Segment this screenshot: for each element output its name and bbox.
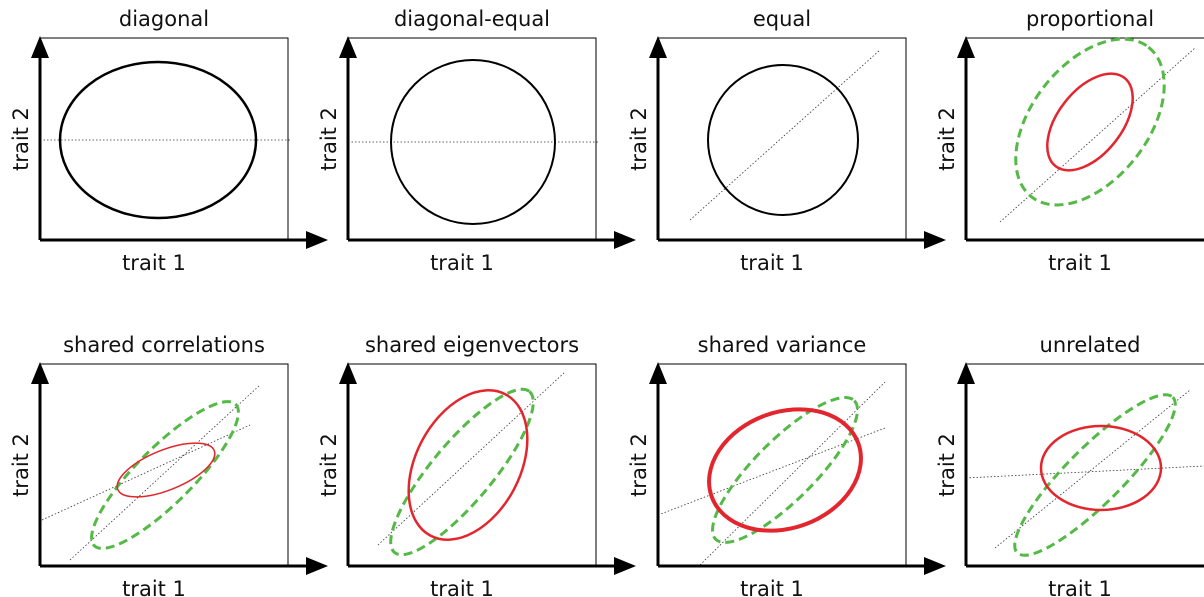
y-arrowhead: [649, 362, 667, 384]
x-arrowhead: [306, 557, 328, 575]
y-axis-label: trait 2: [627, 107, 651, 171]
y-axis-label: trait 2: [935, 107, 959, 171]
dotted-line: [699, 381, 886, 566]
x-arrowhead: [614, 557, 636, 575]
ellipse: [390, 59, 556, 225]
panel: shared eigenvectors trait 1 trait 2: [317, 333, 636, 597]
panel-title: shared variance: [698, 333, 867, 357]
x-axis-label: trait 1: [430, 251, 494, 275]
y-axis-label: trait 2: [935, 433, 959, 497]
panel-title: shared eigenvectors: [365, 333, 579, 357]
y-axis-label: trait 2: [317, 433, 341, 497]
dotted-line: [69, 384, 261, 561]
x-axis-label: trait 1: [1048, 577, 1112, 597]
x-axis-label: trait 1: [122, 251, 186, 275]
y-arrowhead: [31, 362, 49, 384]
dashed-ellipse: [1014, 37, 1166, 207]
frame: [348, 37, 597, 240]
ellipse: [707, 407, 863, 533]
dashed-ellipse: [389, 387, 535, 557]
frame: [40, 37, 289, 240]
panel-title: unrelated: [1040, 333, 1141, 357]
y-axis-label: trait 2: [9, 107, 33, 171]
panel-title: diagonal-equal: [394, 7, 550, 31]
dashed-ellipse: [90, 400, 240, 550]
x-axis-label: trait 1: [740, 251, 804, 275]
frame: [348, 363, 597, 566]
panel: unrelated trait 1 trait 2: [935, 333, 1204, 597]
ellipse: [707, 64, 859, 216]
dotted-line: [689, 49, 881, 221]
ellipse: [58, 60, 258, 220]
x-arrowhead: [924, 231, 946, 249]
y-axis-label: trait 2: [317, 107, 341, 171]
ellipse: [116, 442, 216, 498]
x-axis-label: trait 1: [1048, 251, 1112, 275]
y-arrowhead: [957, 36, 975, 58]
x-arrowhead: [614, 231, 636, 249]
frame: [966, 363, 1204, 365]
y-arrowhead: [339, 362, 357, 384]
panel: shared correlations trait 1 trait 2: [9, 333, 328, 597]
dashed-ellipse: [1013, 393, 1177, 557]
dotted-line: [41, 424, 251, 521]
panel-title: shared correlations: [63, 333, 265, 357]
dotted-line: [657, 427, 886, 516]
dotted-line: [965, 465, 1204, 479]
panel: equal trait 1 trait 2: [627, 7, 946, 275]
panel-title: equal: [753, 7, 811, 31]
panel: diagonal trait 1 trait 2: [9, 7, 328, 275]
y-arrowhead: [649, 36, 667, 58]
panel-title: proportional: [1026, 7, 1154, 31]
y-axis-label: trait 2: [627, 433, 651, 497]
panel: diagonal-equal trait 1 trait 2: [317, 7, 636, 275]
panel: shared variance trait 1 trait 2: [627, 333, 946, 597]
frame: [658, 363, 907, 566]
y-arrowhead: [957, 362, 975, 384]
y-axis-label: trait 2: [9, 433, 33, 497]
ellipse: [1039, 424, 1163, 512]
ellipse: [1046, 72, 1134, 172]
x-axis-label: trait 1: [430, 577, 494, 597]
ellipse: [407, 389, 529, 541]
y-arrowhead: [339, 36, 357, 58]
frame: [40, 363, 289, 566]
x-arrowhead: [924, 557, 946, 575]
frame: [658, 37, 907, 240]
panel: proportional trait 1 trait 2: [935, 7, 1204, 275]
panel-title: diagonal: [119, 7, 209, 31]
y-arrowhead: [31, 36, 49, 58]
dotted-line: [377, 371, 566, 546]
x-axis-label: trait 1: [122, 577, 186, 597]
frame: [966, 37, 1204, 39]
x-axis-label: trait 1: [740, 577, 804, 597]
x-arrowhead: [306, 231, 328, 249]
dashed-ellipse: [711, 396, 859, 544]
